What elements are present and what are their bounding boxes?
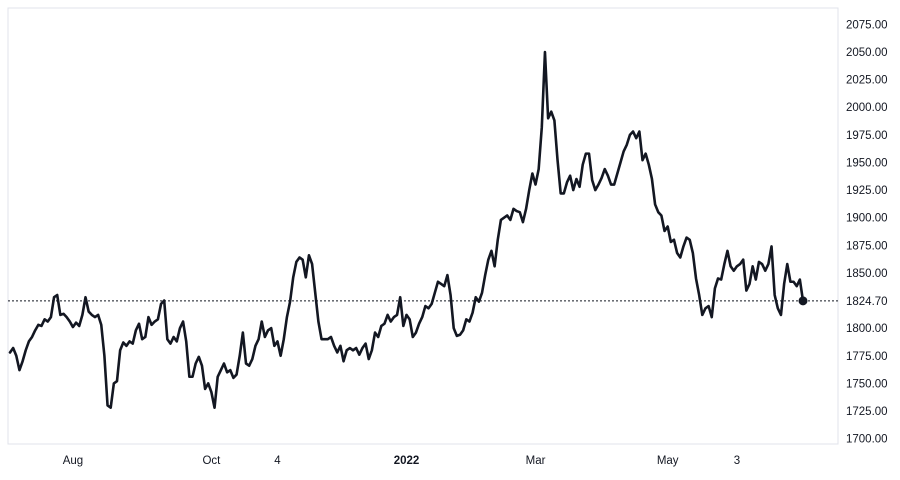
y-tick-label: 2025.00 <box>846 75 888 87</box>
last-price-label: 1824.70 <box>846 296 888 308</box>
last-price-tag-background <box>840 291 892 310</box>
y-tick-label: 1725.00 <box>846 406 888 418</box>
y-tick-label: 1950.00 <box>846 157 888 169</box>
last-price-marker <box>798 296 808 306</box>
x-tick-label: 4 <box>274 455 281 467</box>
x-tick-label: 2022 <box>394 455 420 467</box>
y-tick-label: 2050.00 <box>846 47 888 59</box>
y-tick-label: 1775.00 <box>846 351 888 363</box>
x-tick-label: Mar <box>526 455 546 467</box>
price-axis[interactable]: 2075.00 2050.00 2025.00 2000.00 1975.00 1950.… <box>846 19 888 445</box>
y-tick-label: 2075.00 <box>846 19 888 31</box>
price-series-line <box>8 50 805 409</box>
y-tick-label: 1925.00 <box>846 185 888 197</box>
last-price-tag: 1824.70 <box>840 291 892 310</box>
y-tick-label: 1900.00 <box>846 213 888 225</box>
y-tick-label: 1850.00 <box>846 268 888 280</box>
y-tick-label: 2000.00 <box>846 102 888 114</box>
x-tick-label: Aug <box>63 455 83 467</box>
y-tick-label: 1800.00 <box>846 323 888 335</box>
y-tick-label: 1975.00 <box>846 130 888 142</box>
plot-area[interactable] <box>7 7 839 445</box>
y-tick-label: 1875.00 <box>846 240 888 252</box>
y-tick-label: 1700.00 <box>846 434 888 446</box>
x-tick-label: 3 <box>734 455 740 467</box>
x-tick-label: Oct <box>202 455 221 467</box>
time-axis[interactable]: Aug Oct 4 2022 Mar May 3 <box>63 455 740 467</box>
y-tick-label: 1750.00 <box>846 378 888 390</box>
x-tick-label: May <box>657 455 679 467</box>
